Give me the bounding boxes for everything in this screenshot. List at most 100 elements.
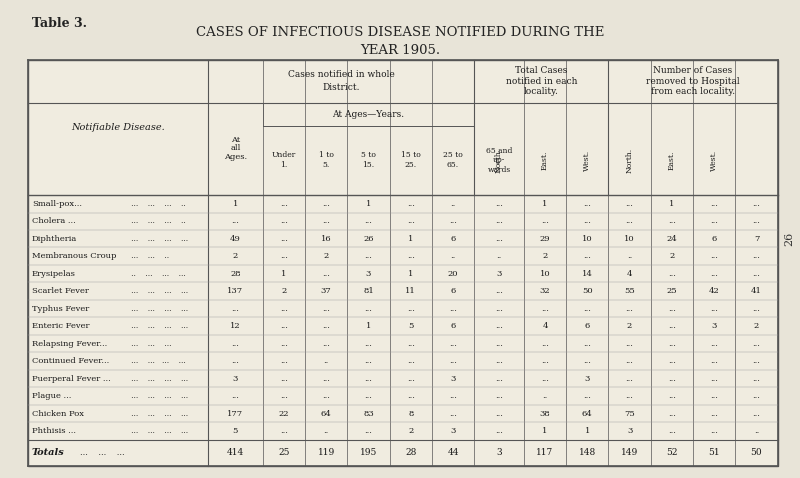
Text: ..: .. (542, 392, 548, 400)
Text: 44: 44 (447, 448, 458, 457)
Text: 3: 3 (496, 448, 502, 457)
Text: ...: ... (753, 392, 760, 400)
Text: ...: ... (365, 427, 372, 435)
Text: 3: 3 (233, 375, 238, 382)
Text: ..    ...    ...    ...: .. ... ... ... (124, 270, 186, 278)
Text: ...: ... (365, 217, 372, 225)
Text: 4: 4 (542, 322, 548, 330)
Text: 137: 137 (227, 287, 243, 295)
Text: 25: 25 (666, 287, 678, 295)
Text: ...: ... (280, 217, 288, 225)
Text: ...: ... (365, 304, 372, 313)
Text: 2: 2 (754, 322, 759, 330)
Text: ...    ...    ...    ...: ... ... ... ... (124, 322, 188, 330)
Text: ...: ... (406, 375, 414, 382)
Text: ...: ... (280, 200, 288, 208)
Text: ..: .. (450, 200, 456, 208)
Text: ...: ... (668, 410, 676, 418)
Text: 25 to
65.: 25 to 65. (443, 152, 463, 169)
Text: ..: .. (323, 427, 329, 435)
Text: ..: .. (496, 252, 502, 260)
Text: ...: ... (753, 410, 760, 418)
Text: 50: 50 (582, 287, 593, 295)
Text: 64: 64 (321, 410, 331, 418)
Text: Continued Fever...: Continued Fever... (32, 357, 110, 365)
Text: 1: 1 (585, 427, 590, 435)
Text: ...: ... (668, 270, 676, 278)
Text: At: At (230, 136, 240, 144)
Text: Diphtheria: Diphtheria (32, 235, 78, 243)
Text: ...: ... (365, 252, 372, 260)
Text: Small-pox...: Small-pox... (32, 200, 82, 208)
Text: 3: 3 (450, 375, 456, 382)
Text: ...    ...   ...    ...: ... ... ... ... (124, 357, 186, 365)
Text: 2: 2 (542, 252, 548, 260)
Text: 1: 1 (542, 200, 548, 208)
Text: North.: North. (495, 148, 503, 173)
Text: ...: ... (668, 392, 676, 400)
Text: Plague ...: Plague ... (32, 392, 71, 400)
Text: 1: 1 (408, 235, 414, 243)
Text: 10: 10 (624, 235, 635, 243)
Text: ...: ... (541, 375, 549, 382)
Text: 1: 1 (281, 270, 286, 278)
Text: ...: ... (231, 304, 239, 313)
Text: 65 and
up-
wards: 65 and up- wards (486, 147, 512, 174)
Text: ...    ...    ...    ...: ... ... ... ... (124, 375, 188, 382)
Text: Erysipelas: Erysipelas (32, 270, 76, 278)
Text: ...: ... (280, 322, 288, 330)
Text: 6: 6 (450, 322, 456, 330)
Text: 414: 414 (226, 448, 244, 457)
Text: ...: ... (583, 357, 591, 365)
Text: ...: ... (710, 339, 718, 348)
Text: 37: 37 (321, 287, 331, 295)
Text: ...    ...    ...    ...: ... ... ... ... (124, 427, 188, 435)
Text: ...: ... (280, 427, 288, 435)
Text: Relapsing Fever...: Relapsing Fever... (32, 339, 107, 348)
Text: Typhus Fever: Typhus Fever (32, 304, 90, 313)
Text: 22: 22 (278, 410, 289, 418)
Text: 117: 117 (537, 448, 554, 457)
Text: ...: ... (583, 200, 591, 208)
Text: from each locality.: from each locality. (651, 87, 735, 96)
Text: 2: 2 (408, 427, 414, 435)
Text: 5: 5 (233, 427, 238, 435)
Text: 83: 83 (363, 410, 374, 418)
Text: ...: ... (541, 217, 549, 225)
Text: 1: 1 (366, 322, 371, 330)
Text: ...: ... (626, 304, 634, 313)
Text: 5: 5 (408, 322, 414, 330)
Text: ...: ... (365, 357, 372, 365)
Text: ...: ... (495, 357, 503, 365)
Text: ...: ... (280, 392, 288, 400)
Text: 8: 8 (408, 410, 414, 418)
Text: 26: 26 (784, 232, 794, 246)
Text: 1: 1 (670, 200, 674, 208)
Text: ...: ... (495, 304, 503, 313)
Text: ...: ... (626, 217, 634, 225)
Text: ...: ... (495, 375, 503, 382)
Text: 12: 12 (230, 322, 241, 330)
Text: ...: ... (495, 339, 503, 348)
Text: 2: 2 (627, 322, 632, 330)
Text: 24: 24 (666, 235, 678, 243)
Text: ...: ... (365, 375, 372, 382)
Text: Membranous Croup: Membranous Croup (32, 252, 116, 260)
Text: ...: ... (449, 339, 457, 348)
Text: ...: ... (668, 217, 676, 225)
Text: all: all (230, 144, 241, 152)
Text: ...: ... (668, 375, 676, 382)
Text: 119: 119 (318, 448, 334, 457)
Text: ...: ... (322, 339, 330, 348)
Text: 49: 49 (230, 235, 241, 243)
Text: 3: 3 (496, 270, 502, 278)
Text: ...: ... (322, 200, 330, 208)
Text: 52: 52 (666, 448, 678, 457)
Text: ...: ... (280, 304, 288, 313)
Text: ...: ... (710, 270, 718, 278)
Bar (28, 60, 778, 466)
Text: ...    ...    ...    ...: ... ... ... ... (124, 235, 188, 243)
Text: ...: ... (668, 322, 676, 330)
Text: ..: .. (754, 427, 759, 435)
Text: ...: ... (406, 304, 414, 313)
